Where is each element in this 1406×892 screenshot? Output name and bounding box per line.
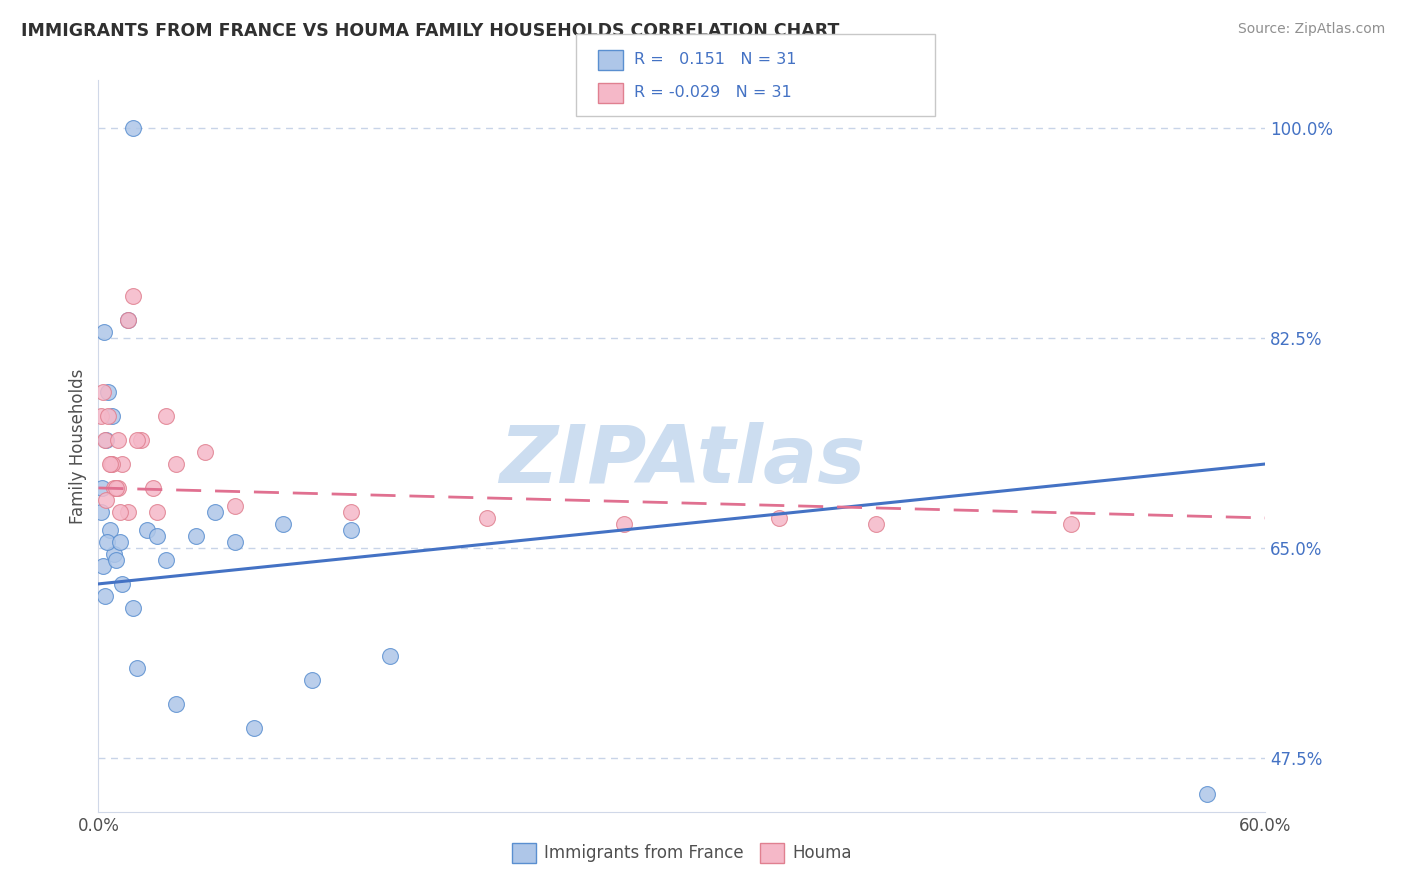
Point bbox=[93, 325, 115, 339]
Point bbox=[865, 516, 887, 531]
Text: R =   0.151   N = 31: R = 0.151 N = 31 bbox=[634, 53, 797, 67]
Point bbox=[97, 409, 120, 423]
Point bbox=[101, 409, 124, 423]
Point bbox=[117, 505, 139, 519]
Point bbox=[108, 505, 131, 519]
Point bbox=[108, 535, 131, 549]
Point bbox=[111, 577, 134, 591]
Point bbox=[136, 523, 159, 537]
Point bbox=[90, 505, 112, 519]
Point bbox=[768, 511, 790, 525]
Point bbox=[100, 457, 122, 471]
Point bbox=[204, 505, 226, 519]
Point bbox=[96, 433, 118, 447]
Point bbox=[165, 457, 187, 471]
Point bbox=[94, 589, 117, 603]
Text: R = -0.029   N = 31: R = -0.029 N = 31 bbox=[634, 86, 792, 100]
Point bbox=[612, 516, 634, 531]
Point bbox=[103, 481, 125, 495]
Y-axis label: Family Households: Family Households bbox=[69, 368, 87, 524]
Point bbox=[98, 457, 121, 471]
Point bbox=[96, 535, 118, 549]
Text: Source: ZipAtlas.com: Source: ZipAtlas.com bbox=[1237, 22, 1385, 37]
Point bbox=[340, 505, 363, 519]
Point bbox=[301, 673, 323, 687]
Point bbox=[122, 121, 145, 136]
Point bbox=[146, 505, 169, 519]
Point bbox=[103, 547, 125, 561]
Point bbox=[91, 558, 114, 573]
Point bbox=[127, 661, 149, 675]
Point bbox=[117, 313, 139, 327]
Point bbox=[94, 433, 117, 447]
Point bbox=[111, 457, 134, 471]
Point bbox=[155, 409, 177, 423]
Point bbox=[477, 511, 499, 525]
Point bbox=[98, 523, 121, 537]
Legend: Immigrants from France, Houma: Immigrants from France, Houma bbox=[506, 837, 858, 869]
Text: ZIPAtlas: ZIPAtlas bbox=[499, 422, 865, 500]
Point bbox=[142, 481, 165, 495]
Point bbox=[122, 289, 145, 303]
Point bbox=[127, 433, 149, 447]
Point bbox=[96, 492, 118, 507]
Point bbox=[165, 697, 187, 711]
Point bbox=[107, 433, 129, 447]
Point bbox=[1195, 787, 1218, 801]
Point bbox=[1060, 516, 1083, 531]
Point bbox=[194, 445, 217, 459]
Point bbox=[224, 535, 246, 549]
Point bbox=[184, 529, 207, 543]
Point bbox=[340, 523, 363, 537]
Point bbox=[146, 529, 169, 543]
Point bbox=[224, 499, 246, 513]
Point bbox=[271, 516, 294, 531]
Point bbox=[91, 481, 114, 495]
Point bbox=[117, 313, 139, 327]
Point bbox=[122, 600, 145, 615]
Point bbox=[129, 433, 152, 447]
Point bbox=[104, 481, 127, 495]
Point bbox=[107, 481, 129, 495]
Point bbox=[91, 385, 114, 400]
Point bbox=[380, 648, 402, 663]
Point bbox=[104, 553, 127, 567]
Point bbox=[155, 553, 177, 567]
Text: IMMIGRANTS FROM FRANCE VS HOUMA FAMILY HOUSEHOLDS CORRELATION CHART: IMMIGRANTS FROM FRANCE VS HOUMA FAMILY H… bbox=[21, 22, 839, 40]
Point bbox=[90, 409, 112, 423]
Point bbox=[101, 457, 124, 471]
Point bbox=[97, 385, 120, 400]
Point bbox=[243, 721, 266, 735]
